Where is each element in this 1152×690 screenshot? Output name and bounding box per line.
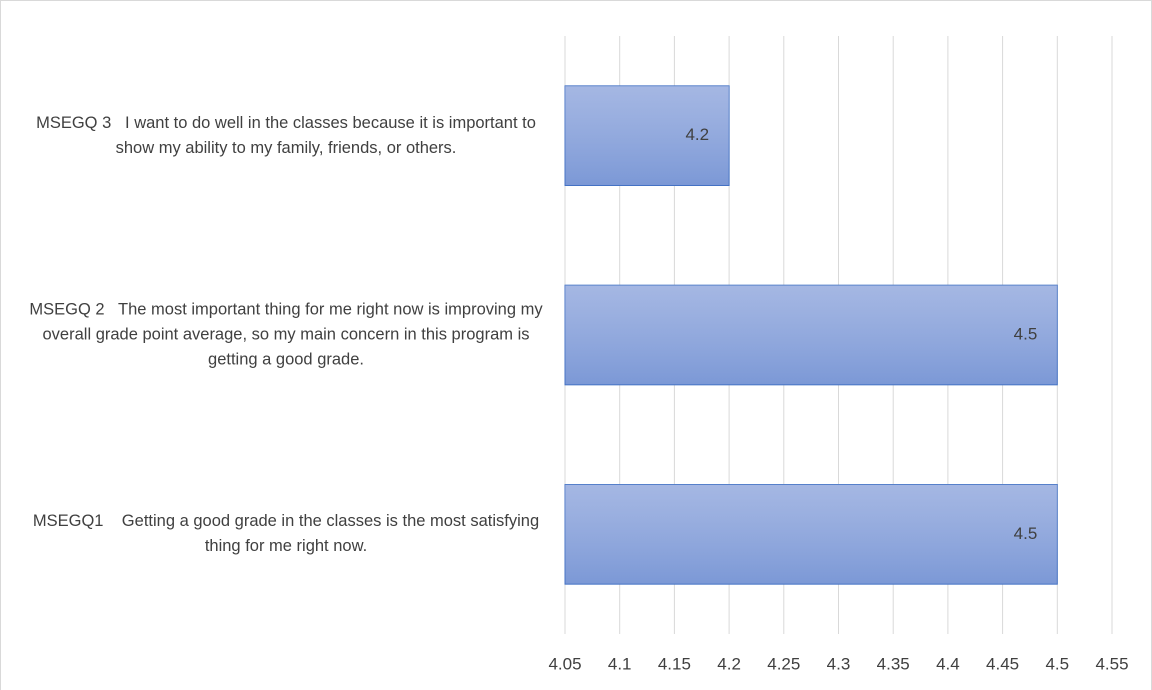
x-tick-label: 4.45 bbox=[986, 654, 1019, 673]
x-tick-label: 4.25 bbox=[767, 654, 800, 673]
category-label: MSEGQ 2 The most important thing for me … bbox=[29, 300, 548, 369]
bar-shade bbox=[565, 85, 730, 186]
data-label: 4.2 bbox=[685, 125, 709, 144]
x-tick-label: 4.35 bbox=[877, 654, 910, 673]
category-label: MSEGQ 3 I want to do well in the classes… bbox=[36, 113, 541, 157]
x-tick-label: 4.4 bbox=[936, 654, 960, 673]
x-tick-label: 4.55 bbox=[1095, 654, 1128, 673]
x-tick-label: 4.1 bbox=[608, 654, 632, 673]
bar-shade bbox=[565, 484, 1058, 585]
data-label: 4.5 bbox=[1014, 524, 1038, 543]
x-tick-label: 4.5 bbox=[1045, 654, 1069, 673]
x-tick-label: 4.15 bbox=[658, 654, 691, 673]
x-tick-label: 4.2 bbox=[717, 654, 741, 673]
x-tick-label: 4.05 bbox=[548, 654, 581, 673]
data-label: 4.5 bbox=[1014, 324, 1038, 343]
x-tick-label: 4.3 bbox=[827, 654, 851, 673]
category-label: MSEGQ1 Getting a good grade in the class… bbox=[32, 512, 544, 556]
bar-shade bbox=[565, 285, 1058, 385]
